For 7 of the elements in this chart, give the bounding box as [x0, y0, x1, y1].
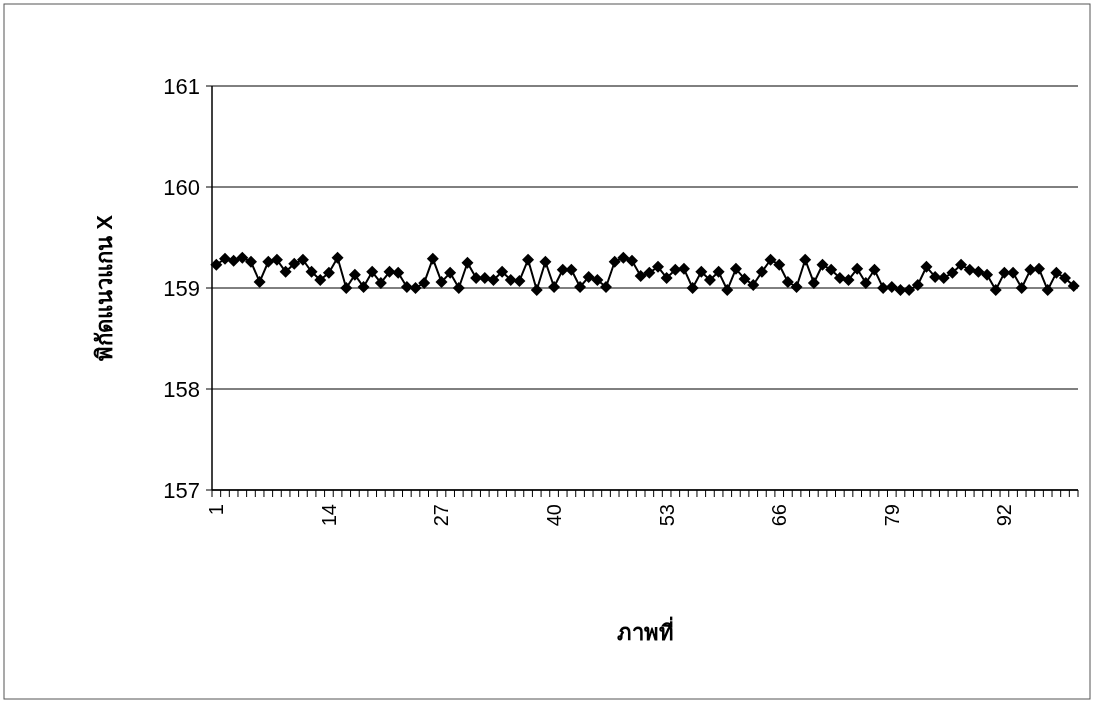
x-axis-title: ภาพที่: [616, 616, 674, 645]
y-tick-label: 159: [163, 276, 200, 301]
y-tick-label: 157: [163, 478, 200, 503]
y-tick-label: 161: [163, 74, 200, 99]
y-axis-title: พิกัดแนวแกน X: [92, 214, 117, 361]
y-tick-label: 158: [163, 377, 200, 402]
y-tick-label: 160: [163, 175, 200, 200]
